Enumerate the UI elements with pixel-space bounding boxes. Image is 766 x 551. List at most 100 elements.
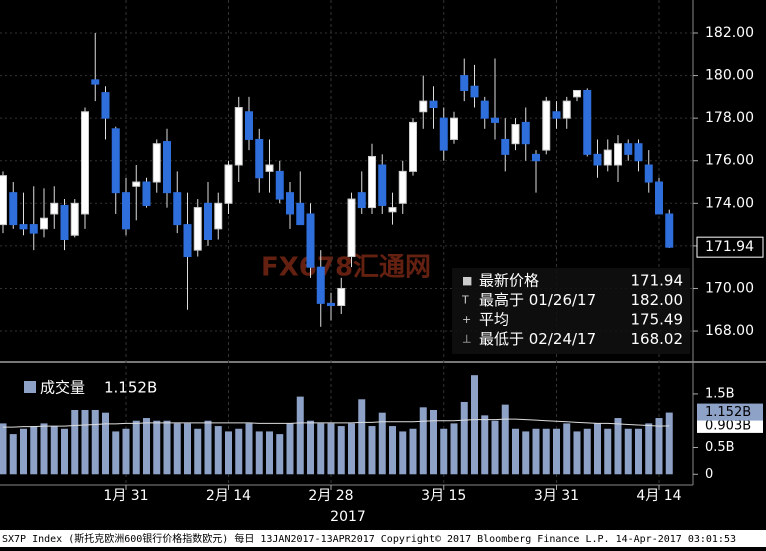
candle-body	[491, 117, 499, 123]
candle-body	[19, 224, 28, 230]
volume-bar	[542, 428, 550, 475]
candle-body	[357, 192, 366, 209]
volume-bar	[296, 396, 304, 475]
x-year: 2017	[330, 509, 366, 525]
candle-body	[122, 192, 130, 230]
candle-body	[245, 111, 253, 140]
volume-tick-label: 0.5B	[705, 440, 735, 455]
volume-bar	[389, 426, 396, 475]
volume-bar	[635, 428, 642, 475]
y-tick-label: 178.00	[705, 110, 754, 126]
candle-body	[173, 192, 182, 226]
candle-body	[511, 124, 520, 145]
volume-bar	[337, 426, 345, 475]
candle-body	[593, 153, 602, 166]
legend-label: 最低于 02/24/17	[479, 330, 596, 348]
volume-bar	[266, 431, 273, 475]
legend-value: 168.02	[631, 330, 684, 348]
candle-body	[655, 181, 663, 215]
volume-bar	[512, 428, 519, 475]
candle-body	[224, 164, 233, 204]
candle-body	[275, 170, 284, 200]
volume-bar	[9, 434, 17, 475]
volume-bar	[399, 431, 407, 475]
legend-label: 平均	[479, 311, 509, 329]
volume-bar	[491, 420, 499, 475]
volume-bar	[378, 412, 386, 475]
y-tick-label: 174.00	[705, 195, 754, 211]
volume-tag-box	[697, 403, 763, 421]
y-tick-label: 180.00	[705, 68, 754, 84]
volume-bar	[132, 420, 140, 475]
watermark: FX678汇通网	[261, 253, 431, 283]
last-price-box	[696, 236, 764, 258]
volume-bar	[563, 423, 571, 475]
candle-body	[70, 202, 79, 236]
candle-body	[9, 192, 18, 226]
volume-bar	[645, 423, 653, 475]
candle-body	[316, 266, 325, 304]
volume-bar	[624, 428, 632, 475]
candle-body	[204, 202, 212, 241]
candle-body	[50, 202, 59, 215]
volume-bar	[501, 404, 509, 475]
volume-bar	[102, 412, 109, 475]
candle-body	[132, 181, 141, 187]
candle-body	[81, 111, 89, 215]
candle-body	[286, 192, 294, 215]
volume-bar	[655, 418, 663, 475]
volume-bar	[153, 420, 161, 475]
candle-body	[542, 100, 551, 151]
candle-body	[265, 164, 274, 172]
candle-body	[614, 143, 622, 166]
candle-body	[91, 79, 100, 85]
candle-body	[306, 213, 315, 268]
volume-bar	[204, 420, 212, 475]
volume-bar	[20, 428, 27, 475]
volume-bar	[471, 375, 478, 475]
volume-bar	[460, 401, 468, 475]
candle-body	[193, 207, 202, 251]
x-tick-label: 2月 14	[206, 488, 251, 504]
volume-bar	[50, 426, 58, 475]
volume-average	[3, 418, 670, 428]
footer-bar	[0, 530, 766, 547]
legend-value: 182.00	[631, 291, 684, 309]
candle-body	[152, 143, 161, 183]
x-tick-label: 4月 14	[636, 488, 681, 504]
x-tick-label: 2月 28	[308, 488, 353, 504]
candle-body	[0, 175, 7, 226]
candle-body	[163, 141, 171, 194]
volume-bar	[0, 423, 7, 475]
legend-symbol: ⊥	[462, 333, 472, 346]
volume-bar	[112, 431, 120, 475]
candle-body	[398, 170, 407, 204]
volume-bar	[122, 428, 130, 475]
volume-bar	[553, 428, 560, 475]
volume-bar	[255, 431, 263, 475]
volume-bar	[358, 399, 366, 475]
volume-bar	[225, 431, 232, 475]
candle-body	[111, 128, 120, 194]
volume-bar	[71, 410, 79, 475]
candle-body	[327, 302, 335, 306]
volume-bar	[440, 428, 448, 475]
candle-body	[644, 164, 653, 183]
legend-label: 最高于 01/26/17	[479, 291, 596, 309]
volume-bar	[245, 423, 253, 475]
volume-bar	[286, 423, 294, 475]
footer: SX7P Index (斯托克欧洲600银行价格指数欧元) 每日 13JAN20…	[2, 532, 736, 545]
legend-label: 最新价格	[479, 272, 539, 290]
candle-body	[521, 121, 530, 145]
volume-bar	[532, 428, 540, 475]
candle-body	[142, 181, 151, 206]
candle-body	[183, 224, 192, 258]
candle-body	[603, 149, 612, 166]
candle-body	[583, 89, 592, 155]
candle-body	[368, 155, 376, 209]
volume-bar	[276, 434, 284, 475]
legend-symbol: ■	[462, 274, 472, 287]
volume-bar	[194, 428, 202, 475]
legend-value: 171.94	[631, 272, 684, 290]
